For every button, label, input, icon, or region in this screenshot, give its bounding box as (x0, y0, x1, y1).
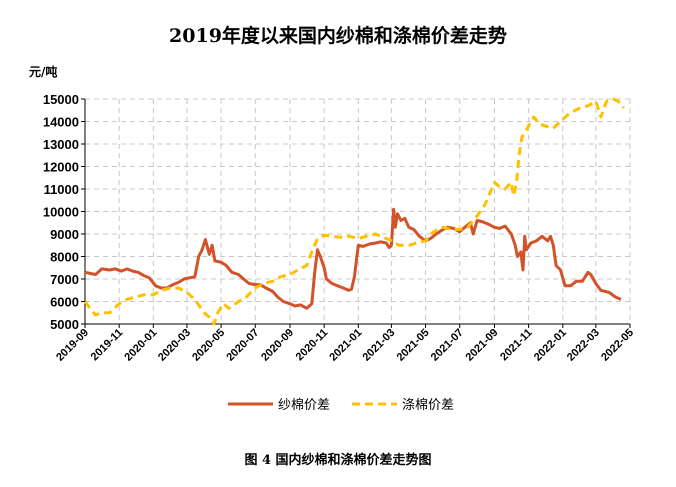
y-tick-label: 10000 (43, 205, 79, 220)
y-tick-label: 5000 (50, 317, 79, 332)
x-tick-label: 2021-09 (464, 327, 501, 364)
x-tick-label: 2022-01 (532, 327, 569, 364)
series-line-2 (83, 97, 625, 326)
legend-label-2: 涤棉价差 (402, 398, 454, 413)
y-tick-label: 7000 (50, 272, 79, 287)
x-tick-label: 2021-11 (498, 327, 535, 364)
y-tick-label: 6000 (50, 295, 79, 310)
x-axis-ticks: 2019-092019-112020-012020-032020-052020-… (54, 327, 636, 364)
legend: 纱棉价差 涤棉价差 (228, 398, 454, 413)
legend-label-1: 纱棉价差 (278, 398, 330, 413)
x-tick-label: 2020-07 (224, 327, 261, 364)
y-tick-label: 8000 (50, 250, 79, 265)
y-tick-label: 12000 (43, 160, 79, 175)
x-tick-label: 2021-05 (395, 327, 432, 364)
gridlines (85, 98, 631, 324)
axes (81, 98, 631, 328)
figure-caption: 图 4 国内纱棉和涤棉价差走势图 (244, 452, 431, 468)
chart-title: 2019年度以来国内纱棉和涤棉价差走势 (169, 24, 507, 47)
series-line-1 (84, 207, 622, 310)
x-tick-label: 2022-05 (599, 327, 636, 364)
series-lines (83, 97, 625, 326)
y-axis-unit: 元/吨 (29, 64, 57, 79)
y-tick-label: 14000 (43, 115, 79, 130)
x-tick-label: 2019-11 (89, 327, 126, 364)
x-tick-label: 2021-01 (327, 327, 364, 364)
x-tick-label: 2020-11 (294, 327, 331, 364)
x-tick-label: 2021-03 (360, 327, 397, 364)
x-tick-label: 2022-03 (565, 327, 602, 364)
y-tick-label: 9000 (50, 227, 79, 242)
x-tick-label: 2020-09 (259, 327, 296, 364)
x-tick-label: 2020-05 (190, 327, 227, 364)
x-tick-label: 2021-07 (429, 327, 466, 364)
y-tick-label: 15000 (43, 92, 79, 107)
x-tick-label: 2020-01 (122, 327, 159, 364)
y-tick-label: 13000 (43, 137, 79, 152)
y-axis-ticks: 5000 6000 7000 8000 9000 10000 11000 12000 13000… (43, 92, 79, 332)
x-tick-label: 2020-03 (156, 327, 193, 364)
x-tick-label: 2019-09 (54, 327, 91, 364)
y-tick-label: 11000 (44, 182, 79, 197)
